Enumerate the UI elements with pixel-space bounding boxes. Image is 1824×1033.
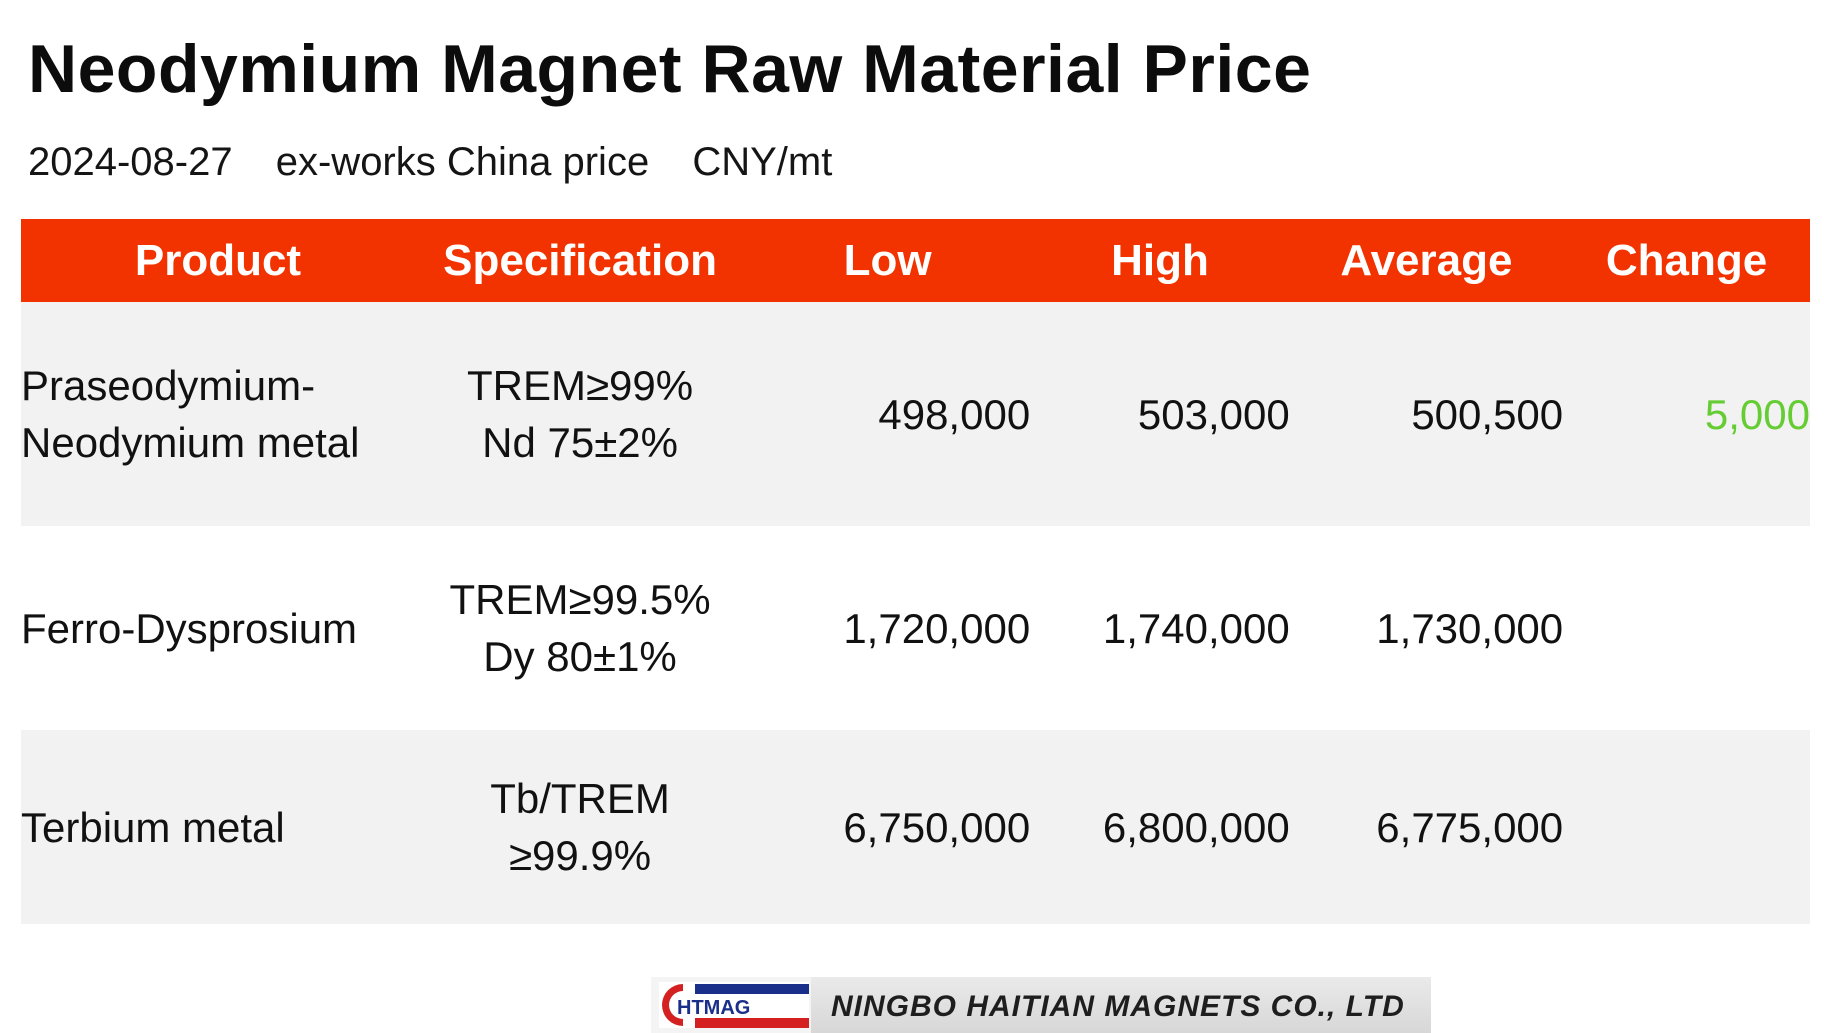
product-name-line: Ferro-Dysprosium [21,604,358,652]
header-low: Low [745,219,1031,302]
company-banner: HTMAG NINGBO HAITIAN MAGNETS CO., LTD [651,977,1431,1033]
specification-cell: TREM≥99.5% Dy 80±1% [414,526,746,730]
spec-line: ≥99.9% [508,832,652,879]
header-specification: Specification [414,219,746,302]
header-average: Average [1289,219,1564,302]
table-row: Praseodymium- Neodymium metal TREM≥99% N… [21,302,1810,526]
change-cell [1563,526,1810,730]
price-basis: ex-works China price [275,140,650,184]
spec-line: Tb/TREM [490,775,670,822]
high-price-cell: 503,000 [1030,302,1290,526]
low-price-cell: 498,000 [745,302,1031,526]
header-product: Product [21,219,415,302]
change-cell: 5,000 [1563,302,1810,526]
product-name-line: Terbium metal [21,803,285,851]
spec-line: Nd 75±2% [482,419,678,466]
specification-cell: TREM≥99% Nd 75±2% [414,302,746,526]
product-cell: Ferro-Dysprosium [21,526,415,730]
spec-line: Dy 80±1% [483,633,677,680]
table-row: Terbium metal Tb/TREM ≥99.9% 6,750,000 6… [21,730,1810,924]
specification-cell: Tb/TREM ≥99.9% [414,730,746,924]
product-cell: Praseodymium- Neodymium metal [21,302,415,526]
average-price-cell: 6,775,000 [1289,730,1564,924]
product-name-line: Neodymium metal [21,419,360,466]
spec-line: TREM≥99% [466,362,694,409]
product-name-line: Praseodymium- [21,362,316,409]
change-cell [1563,730,1810,924]
company-logo-icon: HTMAG [651,977,811,1033]
average-price-cell: 500,500 [1289,302,1564,526]
price-table: Product Specification Low High Average C… [21,219,1810,924]
header-high: High [1030,219,1290,302]
company-name: NINGBO HAITIAN MAGNETS CO., LTD [831,990,1405,1023]
price-unit: CNY/mt [692,140,833,184]
high-price-cell: 6,800,000 [1030,730,1290,924]
subtitle: 2024-08-27 ex-works China price CNY/mt [28,140,864,185]
svg-text:HTMAG: HTMAG [677,997,750,1019]
product-cell: Terbium metal [21,730,415,924]
average-price-cell: 1,730,000 [1289,526,1564,730]
page-title: Neodymium Magnet Raw Material Price [28,31,1312,107]
spec-line: TREM≥99.5% [449,576,711,623]
low-price-cell: 1,720,000 [745,526,1031,730]
table-row: Ferro-Dysprosium TREM≥99.5% Dy 80±1% 1,7… [21,526,1810,730]
low-price-cell: 6,750,000 [745,730,1031,924]
header-change: Change [1563,219,1810,302]
high-price-cell: 1,740,000 [1030,526,1290,730]
table-header-row: Product Specification Low High Average C… [21,219,1810,302]
price-date: 2024-08-27 [28,140,233,184]
